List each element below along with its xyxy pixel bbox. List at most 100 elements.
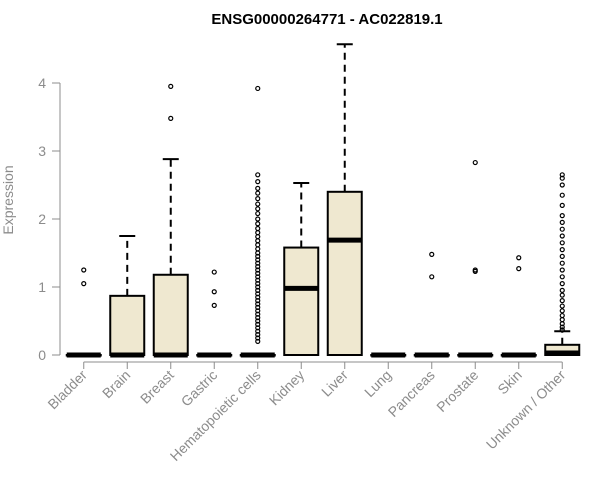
box-body [326, 190, 363, 356]
outlier-point [255, 260, 261, 266]
outlier-point [516, 255, 522, 261]
outlier-point [255, 284, 261, 290]
box-kidney [283, 181, 320, 356]
outlier-point [429, 274, 435, 280]
outlier-point [255, 311, 261, 317]
x-tick-label: Gastric [178, 367, 221, 410]
outlier-point [211, 302, 217, 308]
outlier-point [255, 277, 261, 283]
outlier-point [255, 216, 261, 222]
outlier-point [255, 185, 261, 191]
box-body [283, 246, 320, 356]
outlier-point [255, 267, 261, 273]
outlier-point [255, 270, 261, 276]
y-tick-label: 3 [38, 143, 46, 159]
outlier-point [559, 175, 565, 181]
x-tick-label: Skin [494, 367, 525, 398]
outlier-point [255, 304, 261, 310]
x-tick-label: Bladder [44, 367, 90, 413]
outlier-point [559, 213, 565, 219]
outlier-point [255, 301, 261, 307]
outlier-point [255, 225, 261, 232]
x-tick-label: Brain [99, 367, 133, 401]
box-pancreas [413, 251, 450, 358]
outlier-point [516, 266, 522, 272]
outlier-point [559, 312, 565, 319]
outlier-point [255, 298, 261, 304]
outlier-point [81, 267, 87, 273]
box-bladder [65, 267, 102, 358]
plot-area [65, 43, 581, 358]
outlier-point [255, 287, 261, 293]
outlier-point [255, 210, 261, 217]
x-tick-label: Liver [318, 367, 351, 400]
outlier-point [472, 159, 478, 166]
outlier-point [559, 172, 565, 178]
box-breast [152, 83, 189, 358]
x-tick-label: Unknown / Other [483, 367, 569, 453]
box-gastric [196, 269, 233, 358]
outlier-point [559, 281, 565, 287]
outlier-point [559, 253, 565, 259]
outlier-point [559, 260, 565, 266]
outlier-point [255, 201, 261, 207]
outlier-point [559, 317, 565, 323]
outlier-point [255, 315, 261, 321]
outlier-point [255, 338, 261, 344]
outlier-point [255, 238, 261, 244]
outlier-point [559, 298, 565, 304]
outlier-point [559, 240, 565, 246]
outlier-point [559, 219, 565, 225]
box-unknown-other [544, 172, 581, 356]
outlier-point [255, 294, 261, 300]
outlier-point [559, 192, 565, 198]
outlier-point [255, 172, 261, 178]
y-axis: 0 1 2 3 4 [38, 75, 61, 363]
outlier-point [255, 234, 261, 240]
outlier-point [255, 335, 261, 341]
outlier-point [559, 267, 565, 273]
outlier-point [255, 332, 261, 338]
outlier-point [255, 281, 261, 287]
outlier-point [559, 327, 565, 333]
outlier-point [255, 246, 261, 252]
outlier-point [559, 321, 565, 327]
outlier-point [168, 83, 174, 90]
y-tick-label: 4 [38, 75, 46, 91]
outlier-point [559, 308, 565, 314]
outlier-point [255, 190, 261, 196]
box-liver [326, 43, 363, 356]
outlier-point [255, 85, 261, 92]
outlier-point [255, 321, 261, 327]
outlier-point [559, 324, 565, 330]
y-tick-label: 1 [38, 279, 46, 295]
box-prostate [457, 159, 494, 358]
outlier-point [255, 264, 261, 270]
outlier-point [81, 281, 87, 287]
x-tick-label: Lung [361, 367, 394, 400]
outlier-point [559, 292, 565, 298]
x-tick-label: Prostate [433, 367, 481, 415]
outlier-point [559, 287, 565, 293]
outlier-point [559, 274, 565, 280]
y-tick-label: 2 [38, 211, 46, 227]
box-hematopoietic-cells [239, 85, 276, 358]
outlier-point [559, 182, 565, 188]
box-lung [370, 352, 407, 358]
outlier-point [472, 268, 478, 274]
outlier-point [255, 242, 261, 248]
box-body [109, 294, 146, 356]
x-tick-label: Pancreas [385, 367, 438, 420]
outlier-point [255, 230, 261, 236]
outlier-point [255, 253, 261, 259]
y-axis-label: Expression [0, 165, 16, 234]
outlier-point [255, 250, 261, 256]
outlier-point [559, 303, 565, 309]
outlier-point [255, 206, 261, 212]
outlier-point [559, 226, 565, 232]
outlier-point [255, 179, 261, 185]
outlier-point [168, 115, 174, 121]
outlier-point [211, 289, 217, 295]
